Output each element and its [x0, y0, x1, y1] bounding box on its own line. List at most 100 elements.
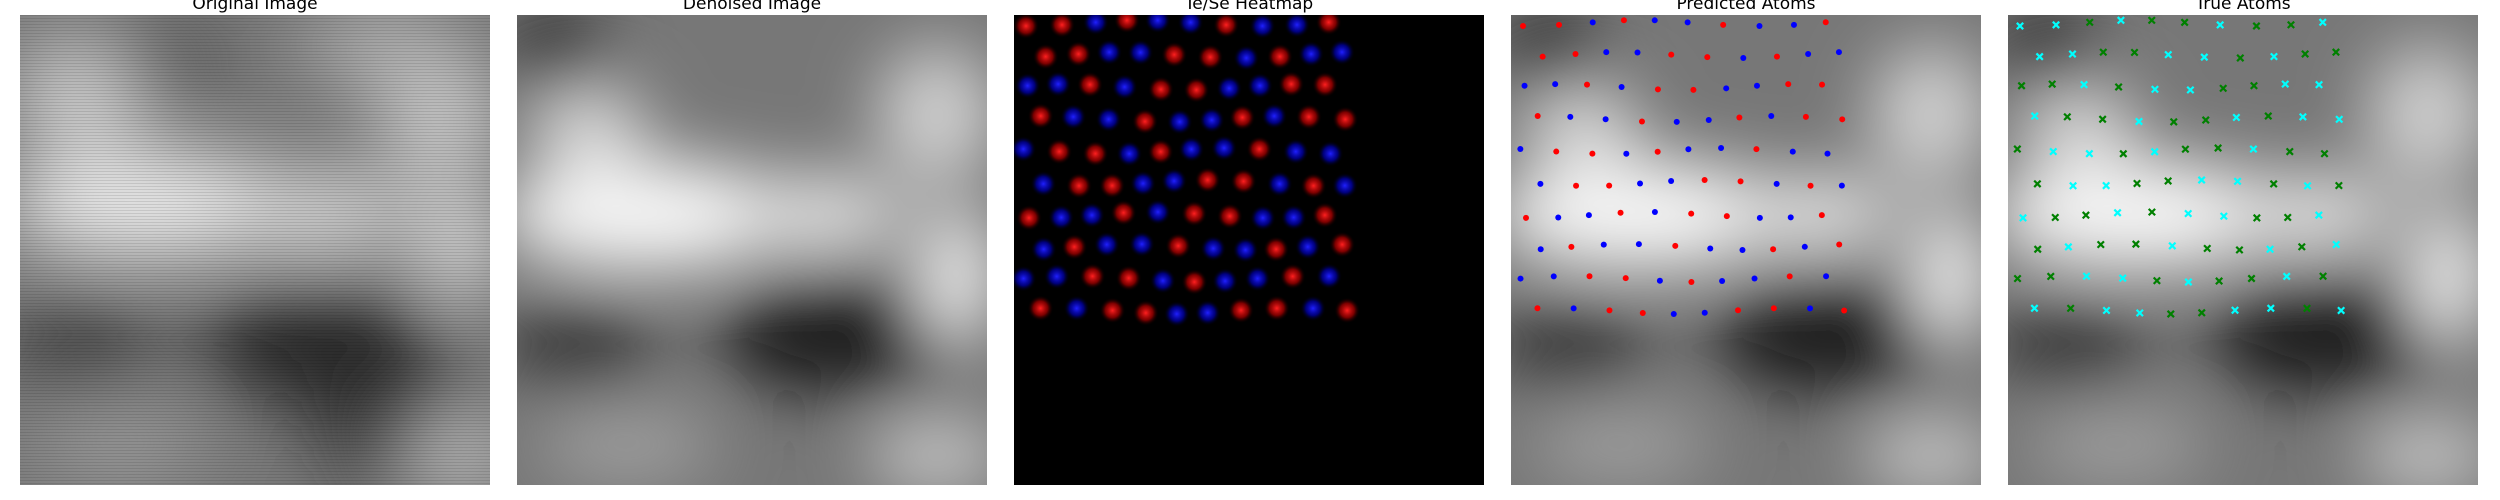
se-heat-spot: [1078, 202, 1105, 229]
se-heat-spot: [1144, 199, 1171, 226]
true-te-atom: [2016, 22, 2024, 30]
te-heat-spot: [1181, 200, 1208, 227]
true-te-atom: [2150, 85, 2159, 94]
true-se-atom: [2235, 245, 2244, 254]
predicted-te-atom: [1639, 309, 1646, 316]
te-heat-spot: [1263, 236, 1290, 263]
true-se-atom: [2085, 18, 2094, 27]
predicted-se-atom: [1537, 180, 1544, 187]
predicted-te-atom: [1735, 307, 1742, 314]
predicted-te-atom: [1654, 86, 1661, 93]
predicted-se-atom: [1552, 81, 1559, 88]
denoised-image-panel: [517, 15, 987, 485]
predicted-se-atom: [1550, 273, 1557, 280]
te-heat-spot: [1266, 43, 1293, 70]
predicted-te-atom: [1841, 307, 1848, 314]
te-heat-spot: [1115, 265, 1142, 292]
panel-title-true: True Atoms: [2195, 0, 2291, 14]
se-heat-spot: [1130, 170, 1157, 197]
se-heat-spot: [1178, 136, 1205, 163]
predicted-se-atom: [1521, 82, 1528, 89]
te-heat-spot: [1110, 199, 1137, 226]
denoised-image: [517, 15, 987, 485]
true-te-atom: [2068, 50, 2077, 59]
se-heat-spot: [1128, 231, 1155, 258]
se-heat-spot: [1211, 135, 1238, 162]
true-se-atom: [2247, 274, 2256, 283]
true-se-atom: [2252, 213, 2261, 222]
predicted-se-atom: [1751, 275, 1758, 282]
se-heat-spot: [1014, 72, 1041, 99]
true-se-atom: [2033, 245, 2042, 254]
true-te-atom: [2064, 242, 2073, 251]
te-heat-spot: [1278, 71, 1305, 98]
te-heat-spot: [1311, 202, 1338, 229]
predicted-te-atom: [1822, 19, 1829, 26]
se-heat-spot: [1014, 265, 1037, 292]
predicted-te-atom: [1617, 209, 1624, 216]
te-heat-spot: [1216, 203, 1243, 230]
true-te-atom: [2035, 52, 2044, 61]
te-heat-spot: [1181, 268, 1208, 295]
se-heat-spot: [1212, 268, 1239, 295]
te-heat-spot: [1197, 44, 1224, 71]
te-heat-spot: [1027, 295, 1054, 322]
predicted-te-atom: [1839, 116, 1846, 123]
true-se-atom: [2147, 208, 2156, 217]
true-te-atom: [2337, 306, 2346, 315]
panel-title-predicted: Predicted Atoms: [1676, 0, 1816, 14]
te-heat-spot: [1263, 295, 1290, 322]
predicted-se-atom: [1517, 146, 1524, 153]
true-se-atom: [2133, 179, 2142, 188]
true-se-atom: [2334, 181, 2343, 190]
te-heat-spot: [1015, 204, 1042, 231]
te-heat-spot: [1332, 106, 1359, 133]
true-se-atom: [2215, 277, 2224, 285]
se-heat-spot: [1200, 235, 1227, 262]
true-se-atom: [2283, 213, 2292, 222]
true-se-atom: [2331, 48, 2340, 57]
se-heat-spot: [1095, 106, 1122, 133]
true-se-atom: [2297, 242, 2306, 251]
predicted-te-atom: [1606, 307, 1613, 314]
true-se-atom: [2147, 16, 2156, 25]
te-heat-spot: [1065, 41, 1092, 68]
se-heat-spot: [1177, 15, 1204, 36]
te-heat-spot: [1132, 299, 1159, 326]
predicted-te-atom: [1622, 275, 1629, 282]
true-te-atom: [2184, 209, 2193, 218]
se-heat-spot: [1082, 15, 1109, 36]
te-heat-spot: [1279, 263, 1306, 290]
predicted-se-atom: [1701, 309, 1708, 316]
predicted-se-atom: [1537, 246, 1544, 253]
true-se-atom: [2236, 54, 2245, 62]
se-heat-spot: [1331, 172, 1358, 199]
te-heat-spot: [1082, 140, 1109, 167]
predicted-te-atom: [1736, 114, 1743, 121]
predicted-se-atom: [1768, 113, 1775, 120]
te-heat-spot: [1032, 43, 1059, 70]
se-heat-spot: [1060, 103, 1087, 130]
se-heat-spot: [1232, 236, 1259, 263]
se-heat-spot: [1111, 73, 1138, 100]
true-atoms-panel: [2008, 15, 2478, 485]
true-te-atom: [2069, 181, 2078, 190]
predicted-te-atom: [1556, 21, 1563, 28]
true-se-atom: [2201, 116, 2210, 125]
true-se-atom: [2249, 81, 2258, 90]
true-te-atom: [2197, 176, 2206, 184]
predicted-te-atom: [1819, 81, 1826, 88]
predicted-te-atom: [1773, 53, 1780, 60]
predicted-te-atom: [1690, 86, 1697, 93]
predicted-atoms: [1511, 15, 1981, 485]
true-se-atom: [2219, 84, 2228, 93]
se-heat-spot: [1283, 15, 1310, 38]
te-heat-spot: [1246, 136, 1273, 163]
true-te-atom: [2281, 80, 2290, 89]
true-se-atom: [2269, 179, 2278, 188]
se-heat-spot: [1014, 136, 1037, 163]
true-se-atom: [2264, 112, 2273, 121]
true-te-atom: [2315, 80, 2324, 89]
true-se-atom: [2286, 20, 2295, 29]
te-heat-spot: [1213, 15, 1240, 38]
